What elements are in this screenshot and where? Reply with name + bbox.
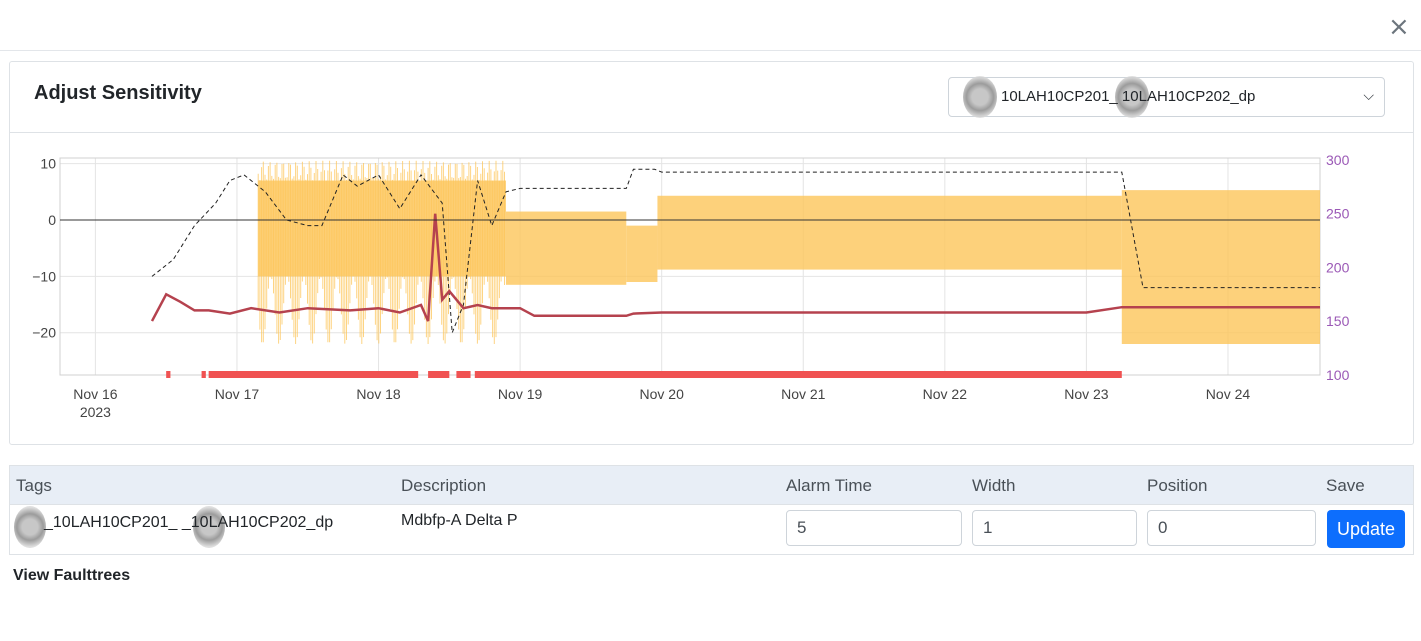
alarm-segment [166, 371, 171, 378]
sensitivity-chart: Nov 16 2023 Nov 17 Nov 18 Nov 19 Nov 20 Nov 21… [32, 152, 1350, 420]
x-tick-label: Nov 21 [781, 386, 826, 402]
width-input[interactable] [972, 510, 1137, 546]
y-left-tick-label: −20 [32, 325, 56, 341]
y-left-tick-label: 10 [40, 156, 56, 172]
y-left-tick-label: 0 [48, 212, 56, 228]
x-tick-label: Nov 20 [640, 386, 685, 402]
sensitivity-band [626, 225, 658, 282]
y-left-tick-label: −10 [32, 268, 56, 284]
y-right-tick-label: 200 [1326, 259, 1350, 275]
redacted-blur [14, 506, 46, 548]
redacted-blur [193, 506, 225, 548]
x-tick-label: Nov 23 [1064, 386, 1109, 402]
sensitivity-band [657, 195, 1122, 270]
close-icon[interactable]: × [1388, 12, 1410, 42]
tags-table: Tags Description Alarm Time Width Positi… [9, 465, 1414, 555]
x-tick-label: Nov 19 [498, 386, 543, 402]
chevron-down-icon: ⌵ [1363, 87, 1374, 103]
x-tick-label: Nov 24 [1206, 386, 1251, 402]
card-header: Adjust Sensitivity 10LAH10CP201_ 10LAH10… [10, 62, 1413, 133]
alarm-time-input[interactable] [786, 510, 962, 546]
band-noise [257, 160, 505, 344]
table-header: Tags Description Alarm Time Width Positi… [10, 466, 1413, 505]
series-line-1 [150, 213, 1320, 322]
x-tick-label: Nov 22 [923, 386, 968, 402]
y-right-tick-label: 300 [1326, 152, 1350, 168]
y-right-tick-label: 100 [1326, 367, 1350, 383]
redacted-blur [963, 76, 997, 118]
sensitivity-card: Adjust Sensitivity 10LAH10CP201_ 10LAH10… [9, 61, 1414, 445]
modal-divider [0, 50, 1421, 51]
tag-select[interactable]: 10LAH10CP201_ 10LAH10CP202_dp ⌵ [948, 76, 1385, 118]
tag-select-value: 10LAH10CP201_ 10LAH10CP202_dp [1001, 88, 1256, 105]
y-right-tick-label: 150 [1326, 313, 1350, 329]
alarm-segment [456, 371, 471, 378]
header-description: Description [401, 476, 487, 495]
header-alarm-time: Alarm Time [786, 476, 872, 495]
sensitivity-band [505, 211, 627, 285]
sensitivity-band [1121, 190, 1320, 344]
header-save: Save [1326, 476, 1365, 495]
header-tags: Tags [16, 476, 52, 495]
redacted-blur [1115, 76, 1149, 118]
position-input[interactable] [1147, 510, 1316, 546]
alarm-segment [474, 371, 1122, 378]
series-line-0 [151, 168, 1320, 333]
view-faulttrees-link[interactable]: View Faulttrees [13, 567, 131, 584]
x-tick-label: Nov 17 [215, 386, 260, 402]
alarm-segment [208, 371, 419, 378]
row-tags: _10LAH10CP201_ _10LAH10CP202_dp [44, 514, 334, 531]
row-description: Mdbfp-A Delta P [401, 512, 518, 529]
x-tick-label: Nov 18 [356, 386, 401, 402]
header-width: Width [972, 476, 1016, 495]
alarm-segment [428, 371, 450, 378]
x-tick-label: Nov 16 [73, 386, 118, 402]
update-button[interactable]: Update [1327, 510, 1405, 548]
y-right-tick-label: 250 [1326, 206, 1350, 222]
header-position: Position [1147, 476, 1208, 495]
x-tick-sublabel: 2023 [80, 404, 111, 420]
alarm-segment [201, 371, 206, 378]
card-title: Adjust Sensitivity [34, 82, 202, 104]
